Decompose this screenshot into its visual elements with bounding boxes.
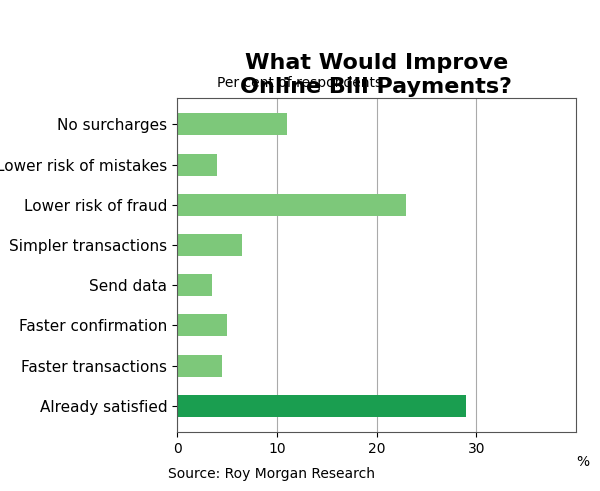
Text: Per cent of respondents: Per cent of respondents: [217, 76, 383, 90]
Bar: [177, 194, 406, 216]
Title: What Would Improve
Online Bill Payments?: What Would Improve Online Bill Payments?: [241, 54, 512, 97]
Text: %: %: [576, 456, 589, 469]
Bar: [177, 395, 466, 417]
Bar: [177, 314, 227, 336]
Bar: [177, 154, 217, 176]
Bar: [177, 113, 287, 136]
Bar: [177, 234, 242, 256]
Text: Source: Roy Morgan Research: Source: Roy Morgan Research: [168, 467, 375, 481]
Bar: [177, 274, 212, 296]
Bar: [177, 355, 222, 377]
